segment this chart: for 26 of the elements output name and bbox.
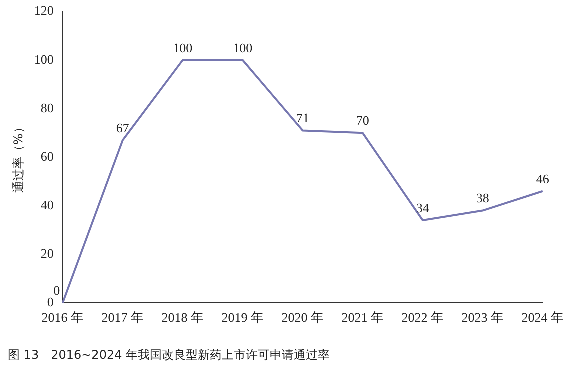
x-tick-label: 2023 年: [462, 310, 504, 326]
data-label: 70: [356, 113, 370, 128]
y-tick-label: 40: [40, 197, 54, 212]
data-label: 71: [296, 110, 310, 126]
x-tick-label: 2016 年: [42, 310, 84, 326]
data-label: 46: [536, 171, 550, 186]
x-tick-label: 2019 年: [222, 310, 264, 326]
data-label: 34: [416, 200, 430, 216]
y-tick-label: 100: [34, 52, 54, 67]
data-label: 38: [476, 190, 490, 206]
y-tick-label: 120: [34, 3, 54, 18]
data-label: 100: [233, 40, 253, 56]
x-tick-label: 2018 年: [162, 310, 204, 326]
x-tick-label: 2022 年: [402, 310, 444, 326]
text: 图 13 2016~2024 年我国改良型新药上市许可申请通过率: [8, 348, 330, 362]
x-tick-label: 2021 年: [342, 310, 384, 326]
y-tick-label: 20: [40, 246, 54, 261]
y-tick-label: 80: [40, 100, 54, 116]
data-label: 100: [173, 40, 193, 56]
x-tick-label: 2020 年: [282, 310, 324, 326]
y-tick-label: 0: [47, 294, 54, 310]
data-label: 67: [116, 120, 130, 136]
y-tick-label: 60: [40, 148, 54, 164]
x-tick-label: 2017 年: [102, 310, 144, 326]
x-tick-label: 2024 年: [522, 310, 564, 326]
y-axis-title: 通过率（%）: [11, 122, 26, 194]
